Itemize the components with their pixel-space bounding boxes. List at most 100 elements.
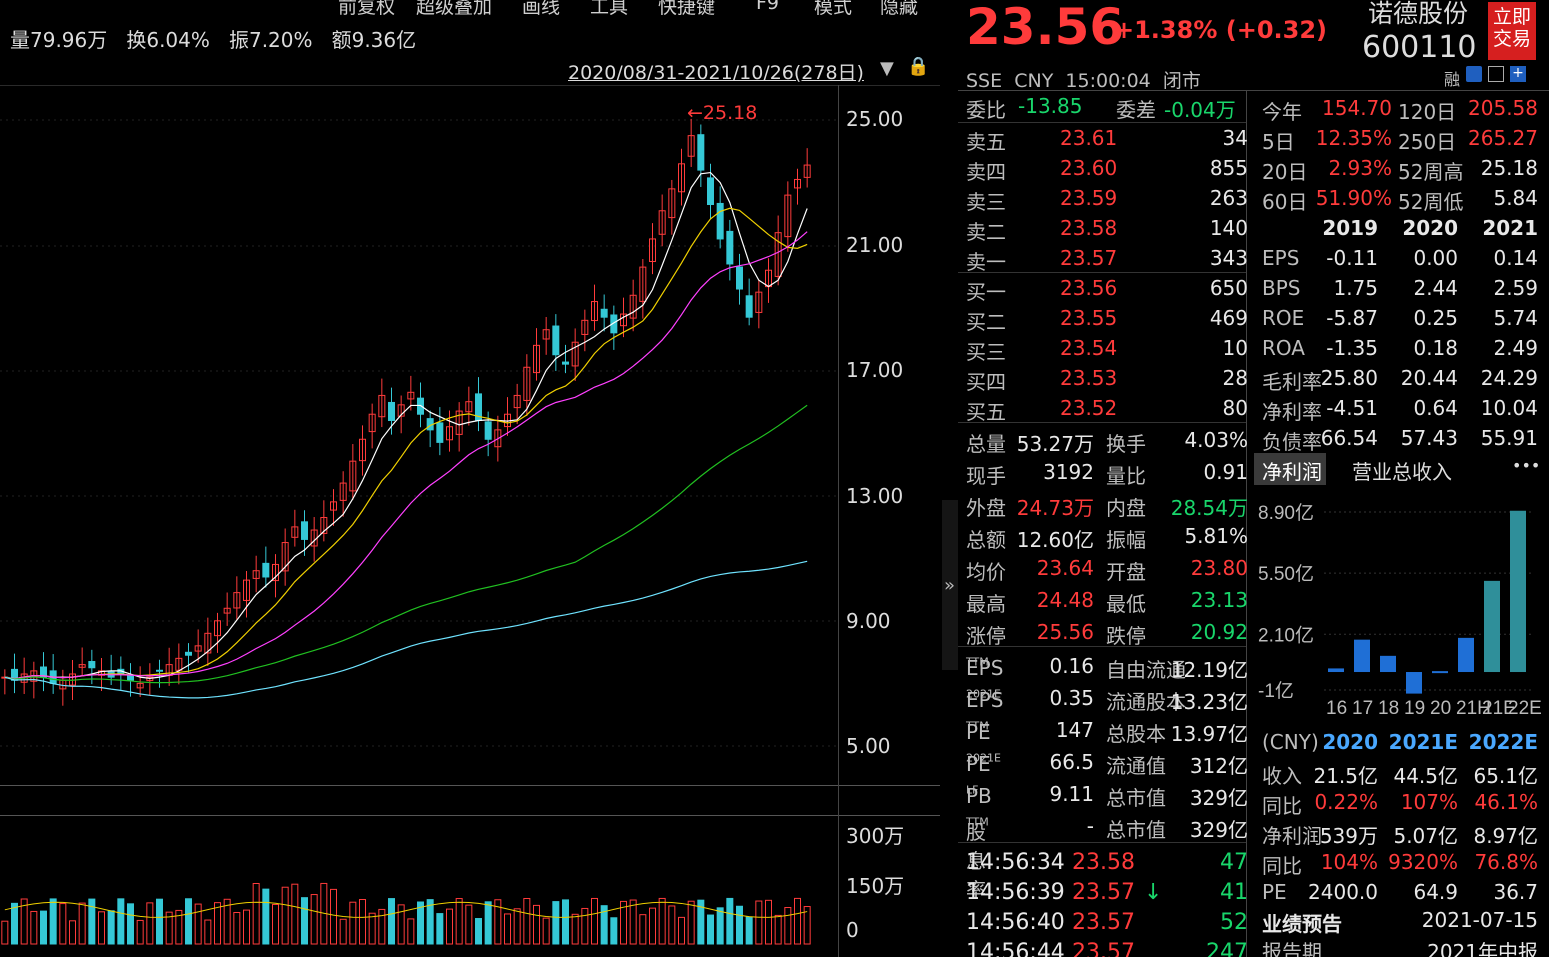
ask-row[interactable]: 卖三 23.59 263 <box>966 184 1256 214</box>
valuation-label: 总市值 <box>1106 786 1166 810</box>
bid-row[interactable]: 买五 23.52 80 <box>966 394 1256 424</box>
volume-bar <box>494 899 502 945</box>
forecast-row: 同比 0.22% 107% 46.1% <box>1256 788 1546 818</box>
bid-row[interactable]: 买二 23.55 469 <box>966 304 1256 334</box>
mini-chart-ylabel: 5.50亿 <box>1258 563 1314 585</box>
valuation-value: - <box>1086 814 1094 838</box>
weibi-row: 委比 -13.85 委差 -0.04万 <box>966 94 1246 124</box>
volume-bar <box>620 900 627 945</box>
ask-row[interactable]: 卖二 23.58 140 <box>966 214 1256 244</box>
financial-value: 25.80 <box>1320 366 1378 390</box>
forecast-row: 收入 21.5亿 44.5亿 65.1亿 <box>1256 758 1546 788</box>
candle-body <box>745 295 753 318</box>
lock-icon[interactable]: 🔒 <box>907 56 930 77</box>
forecast-value: 539万 <box>1319 824 1378 848</box>
volume-bar <box>407 918 415 945</box>
candle-body <box>533 344 540 374</box>
stat-row: 总额 12.60亿 振幅 5.81% <box>966 522 1256 552</box>
bid-label: 买四 <box>966 370 1006 394</box>
ask-row[interactable]: 卖四 23.60 855 <box>966 154 1256 184</box>
date-range[interactable]: 2020/08/31-2021/10/26(278日) <box>568 62 864 84</box>
volume-bar <box>339 918 347 945</box>
financial-value: 2.49 <box>1493 336 1538 360</box>
mini-chart-bar <box>1432 671 1448 674</box>
valuation-label: PE TTM <box>966 718 991 744</box>
mini-chart-ylabel: 8.90亿 <box>1258 502 1314 524</box>
volume-bar <box>687 900 695 945</box>
mini-chart-xlabel: 19 <box>1404 698 1425 719</box>
kline-chart-area[interactable]: 前复权 超级叠加 画线 工具 快捷键 F9 模式 隐藏 量79.96万 换6.04% 振7.2… <box>0 0 940 957</box>
toolbar-item[interactable]: 快捷键 <box>658 0 716 18</box>
valuation-label-main: PB <box>966 784 992 808</box>
tab-revenue[interactable]: 营业总收入 <box>1352 460 1452 484</box>
tick-volume: 52 <box>1220 910 1248 935</box>
forecast-row: PE 2400.0 64.9 36.7 <box>1256 878 1546 908</box>
ask-row[interactable]: 卖五 23.61 34 <box>966 124 1256 154</box>
forecast-value: 44.5亿 <box>1393 764 1458 788</box>
toolbar-item[interactable]: 模式 <box>814 0 853 18</box>
volume-bar <box>417 901 424 945</box>
toolbar-item[interactable]: 前复权 <box>338 0 396 18</box>
performance-row: 60日 51.90% 52周低 5.84 <box>1256 184 1546 214</box>
forecast-label: PE <box>1262 880 1287 904</box>
bid-price: 23.55 <box>1060 306 1118 330</box>
mini-chart-ylabel: -1亿 <box>1258 680 1294 702</box>
dropdown-icon[interactable]: ▼ <box>880 58 894 79</box>
volume-bar <box>639 914 647 945</box>
collapse-arrow-icon[interactable]: » <box>944 575 956 596</box>
report-row[interactable]: 业绩预告 2021-07-15 <box>1256 906 1546 936</box>
bid-row[interactable]: 买一 23.56 650 <box>966 274 1256 304</box>
valuation-label-main: PE <box>966 720 991 744</box>
candle-body <box>214 620 221 637</box>
toolbar-item[interactable]: F9 <box>756 0 780 14</box>
price-axis-label: 17.00 <box>846 358 904 382</box>
ask-row[interactable]: 卖一 23.57 343 <box>966 244 1256 274</box>
candle-body <box>320 517 328 534</box>
volume-bar <box>330 888 337 945</box>
toolbar-item[interactable]: 画线 <box>522 0 561 18</box>
toolbar-item[interactable]: 隐藏 <box>880 0 919 18</box>
stats-divider <box>958 646 1246 647</box>
bid-volume: 28 <box>1222 366 1248 390</box>
valuation-label-sup: LF <box>966 783 979 797</box>
volume-bar <box>562 899 569 945</box>
stat-value: 12.60亿 <box>1016 528 1094 552</box>
tab-net-profit-label: 净利润 <box>1262 460 1322 484</box>
volume-bar <box>40 910 47 945</box>
pencil-icon[interactable] <box>1466 66 1482 82</box>
more-icon[interactable]: ••• <box>1512 456 1541 475</box>
valuation-label: 股息率 TTM <box>966 814 989 902</box>
financial-label: BPS <box>1262 276 1301 300</box>
mini-chart-bar <box>1380 655 1396 673</box>
bid-row[interactable]: 买三 23.54 10 <box>966 334 1256 364</box>
volume-bar <box>175 909 183 945</box>
candle-body <box>629 294 637 319</box>
add-icon[interactable]: + <box>1510 66 1526 82</box>
volume-bar <box>243 909 250 945</box>
performance-label: 20日 <box>1262 160 1308 184</box>
toolbar-item[interactable]: 超级叠加 <box>416 0 493 18</box>
trade-button[interactable]: 立即 交易 <box>1488 2 1536 60</box>
toolbar-item[interactable]: 工具 <box>590 0 629 18</box>
bid-price: 23.52 <box>1060 396 1118 420</box>
exchange: SSE <box>966 70 1003 92</box>
performance-value: 5.84 <box>1493 186 1538 210</box>
candle-body <box>707 177 714 206</box>
candle-body <box>339 482 347 501</box>
forecast-value: 36.7 <box>1493 880 1538 904</box>
candle-body <box>156 669 163 672</box>
bell-icon[interactable] <box>1488 66 1504 82</box>
ma-line <box>4 404 808 684</box>
performance-label: 250日 <box>1398 130 1457 154</box>
financial-value: -5.87 <box>1326 306 1378 330</box>
performance-label: 60日 <box>1262 190 1308 214</box>
tab-net-profit[interactable]: 净利润 <box>1254 453 1326 485</box>
kline-svg[interactable] <box>0 0 838 957</box>
quote-time: 15:00:04 <box>1065 70 1151 92</box>
candle-body <box>726 230 734 265</box>
financial-value: 0.18 <box>1413 336 1458 360</box>
ask-label: 卖二 <box>966 220 1006 244</box>
amplitude-stat: 振7.20% <box>228 28 313 52</box>
bid-row[interactable]: 买四 23.53 28 <box>966 364 1256 394</box>
price-change: +1.38% (+0.32) <box>1114 16 1327 44</box>
